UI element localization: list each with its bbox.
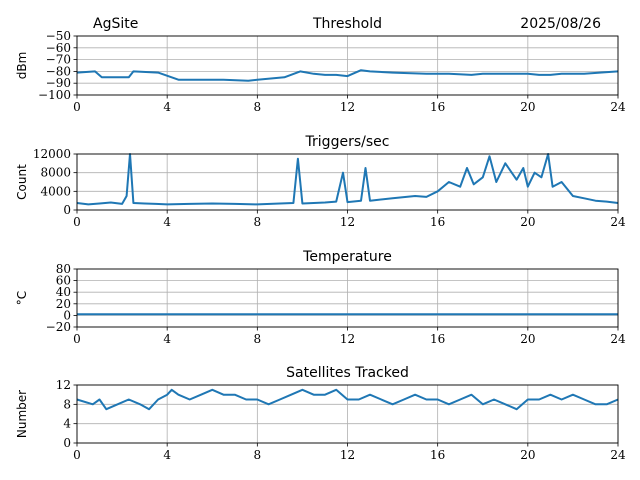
x-tick-label: 4 bbox=[163, 215, 171, 229]
x-tick-label: 8 bbox=[254, 448, 262, 462]
x-tick-label: 0 bbox=[73, 332, 81, 346]
y-tick-label: 12000 bbox=[33, 147, 71, 161]
y-axis-label: °C bbox=[15, 291, 29, 305]
x-tick-label: 8 bbox=[254, 215, 262, 229]
axes-frame bbox=[76, 35, 619, 96]
y-axis-label: Count bbox=[15, 164, 29, 200]
x-tick-label: 12 bbox=[340, 448, 355, 462]
axes-frame bbox=[76, 268, 619, 328]
y-tick-label: −20 bbox=[46, 320, 71, 334]
y-tick-label: 0 bbox=[63, 203, 71, 217]
x-tick-label: 4 bbox=[163, 332, 171, 346]
y-tick-label: 60 bbox=[56, 274, 71, 288]
chart-title: Triggers/sec bbox=[305, 134, 390, 150]
y-tick-label: 4000 bbox=[40, 184, 71, 198]
x-tick-label: 0 bbox=[73, 215, 81, 229]
series-line-1 bbox=[76, 153, 619, 206]
y-axis-label: dBm bbox=[15, 52, 29, 80]
y-tick-label: 80 bbox=[56, 262, 71, 276]
y-tick-label: −90 bbox=[46, 76, 71, 90]
x-tick-label: 20 bbox=[520, 448, 535, 462]
x-tick-label: 20 bbox=[520, 215, 535, 229]
x-tick-label: 24 bbox=[610, 100, 626, 114]
chart-title: Temperature bbox=[302, 249, 392, 265]
x-tick-label: 12 bbox=[340, 100, 355, 114]
y-tick-label: 40 bbox=[56, 285, 71, 299]
chart-panel-1: 0 4 8 12 16 20 24 −50−60−70−80−90−100 Threshold d… bbox=[15, 16, 626, 114]
x-tick-label: 0 bbox=[73, 100, 81, 114]
chart-title: Satellites Tracked bbox=[286, 365, 409, 381]
y-tick-label: 8 bbox=[63, 397, 71, 411]
x-tick-label: 24 bbox=[610, 215, 626, 229]
y-tick-label: −80 bbox=[46, 64, 71, 78]
axes-frame bbox=[76, 153, 619, 211]
y-tick-label: 0 bbox=[63, 308, 71, 322]
y-tick-label: −70 bbox=[46, 53, 71, 67]
y-tick-label: 8000 bbox=[40, 166, 71, 180]
x-tick-label: 16 bbox=[430, 332, 445, 346]
x-tick-label: 20 bbox=[520, 100, 535, 114]
y-tick-label: 0 bbox=[63, 436, 71, 450]
series-line-1 bbox=[76, 69, 619, 82]
x-tick-label: 24 bbox=[610, 448, 626, 462]
y-tick-label: 4 bbox=[63, 417, 71, 431]
x-tick-label: 12 bbox=[340, 332, 355, 346]
x-tick-label: 8 bbox=[254, 100, 262, 114]
chart-panel-2: 0 4 8 12 16 20 24 0 4000 8000 12000 Triggers/sec Cou… bbox=[15, 134, 626, 229]
y-tick-label: −60 bbox=[46, 41, 71, 55]
x-tick-label: 12 bbox=[340, 215, 355, 229]
y-tick-label: 20 bbox=[56, 297, 71, 311]
y-tick-label: 12 bbox=[56, 378, 71, 392]
axes-frame bbox=[76, 384, 619, 444]
report-date: 2025/08/26 bbox=[520, 16, 601, 32]
y-axis-label: Number bbox=[15, 390, 29, 438]
chart-title: Threshold bbox=[312, 16, 382, 32]
x-tick-label: 4 bbox=[163, 100, 171, 114]
x-tick-label: 0 bbox=[73, 448, 81, 462]
x-tick-label: 16 bbox=[430, 100, 445, 114]
chart-panels: 0 4 8 12 16 20 24 −50−60−70−80−90−100 Threshold d… bbox=[15, 16, 626, 462]
x-tick-label: 24 bbox=[610, 332, 626, 346]
x-tick-label: 16 bbox=[430, 215, 445, 229]
x-tick-label: 8 bbox=[254, 332, 262, 346]
series-line-1 bbox=[76, 388, 619, 411]
chart-panel-4: 0 4 8 12 16 20 24 0 4 8 12 Satellites Tracked Number bbox=[15, 365, 626, 462]
x-tick-label: 20 bbox=[520, 332, 535, 346]
x-tick-label: 16 bbox=[430, 448, 445, 462]
site-name: AgSite bbox=[93, 16, 138, 32]
x-tick-label: 4 bbox=[163, 448, 171, 462]
y-tick-label: −100 bbox=[38, 88, 71, 102]
y-tick-label: −50 bbox=[46, 29, 71, 43]
